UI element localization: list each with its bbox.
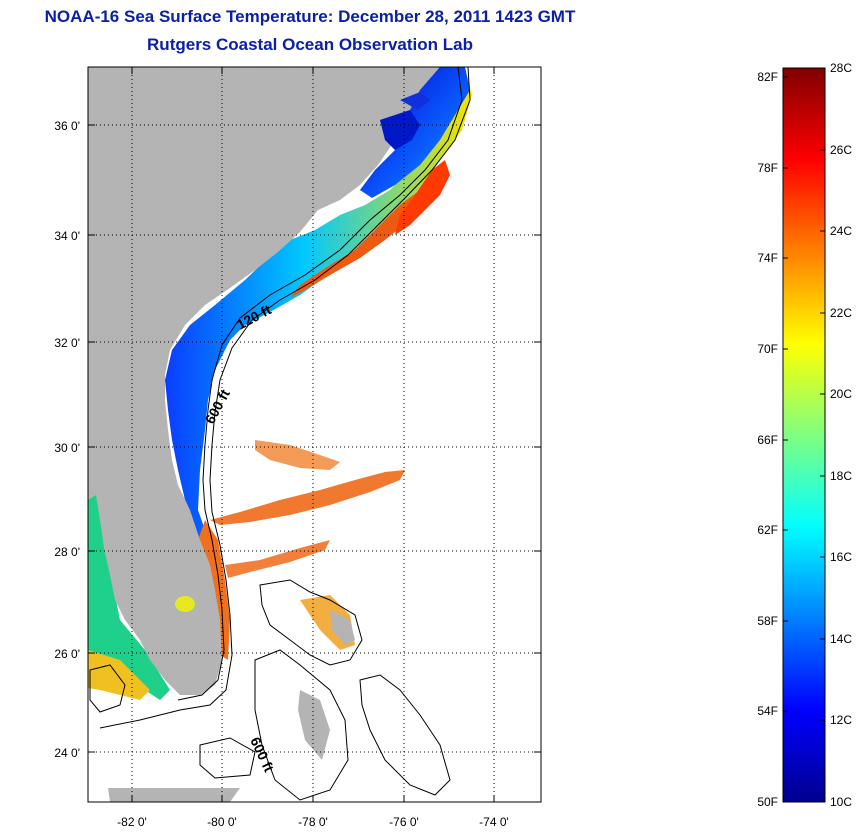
map-subtitle: Rutgers Coastal Ocean Observation Lab bbox=[147, 35, 473, 54]
lon-label-82: -82 0' bbox=[117, 815, 147, 829]
colorbar-label-70f: 70F bbox=[757, 342, 778, 356]
lat-label-26: 26 0' bbox=[54, 647, 80, 661]
colorbar-label-12c: 12C bbox=[830, 713, 852, 727]
andros-island bbox=[298, 690, 330, 760]
colorbar-label-14c: 14C bbox=[830, 632, 852, 646]
map-title: NOAA-16 Sea Surface Temperature: Decembe… bbox=[44, 7, 576, 26]
abaco-island bbox=[330, 610, 355, 645]
colorbar-label-50f: 50F bbox=[757, 795, 778, 809]
colorbar-label-82f: 82F bbox=[757, 70, 778, 84]
map-frame bbox=[87, 66, 542, 803]
offshore-warm-patch-south bbox=[225, 540, 330, 578]
colorbar-label-18c: 18C bbox=[830, 469, 852, 483]
colorbar-label-28c: 28C bbox=[830, 61, 852, 75]
lat-label-32: 32 0' bbox=[54, 336, 80, 350]
colorbar-label-78f: 78F bbox=[757, 161, 778, 175]
albemarle-sound bbox=[400, 92, 430, 110]
bahamas-bank-contour-north bbox=[259, 579, 363, 666]
bahamas-bank-contour-south bbox=[254, 649, 349, 801]
colorbar-c-ticks bbox=[820, 149, 825, 721]
lon-label-74: -74 0' bbox=[479, 815, 509, 829]
florida-keys-contour bbox=[89, 664, 126, 713]
lon-label-78: -78 0' bbox=[298, 815, 328, 829]
lon-label-76: -76 0' bbox=[389, 815, 419, 829]
cuba-land bbox=[108, 788, 240, 802]
colorbar-label-58f: 58F bbox=[757, 614, 778, 628]
lake-okeechobee bbox=[175, 596, 195, 612]
gulf-sst-warm-area bbox=[88, 650, 150, 700]
map-tick-marks bbox=[88, 67, 541, 802]
map-grid bbox=[88, 67, 541, 802]
gulf-sst-area bbox=[88, 490, 170, 700]
lat-label-36: 36 0' bbox=[54, 119, 80, 133]
colorbar-label-24c: 24C bbox=[830, 224, 852, 238]
bahamas-bank-contour-east bbox=[359, 674, 451, 796]
colorbar-label-16c: 16C bbox=[830, 550, 852, 564]
offshore-warm-plume bbox=[210, 470, 405, 525]
lat-label-28: 28 0' bbox=[54, 545, 80, 559]
lat-label-34: 34 0' bbox=[54, 229, 80, 243]
colorbar-label-10c: 10C bbox=[830, 795, 852, 809]
colorbar-label-62f: 62F bbox=[757, 523, 778, 537]
lat-label-24: 24 0' bbox=[54, 746, 80, 760]
gulf-stream-edge bbox=[290, 180, 440, 298]
colorbar-frame bbox=[782, 67, 826, 803]
lon-label-80: -80 0' bbox=[207, 815, 237, 829]
us-southeast-land bbox=[88, 67, 440, 695]
colorbar-label-22c: 22C bbox=[830, 306, 852, 320]
colorbar-f-ticks bbox=[783, 76, 788, 712]
florida-panhandle-land bbox=[88, 490, 96, 500]
colorbar-label-20c: 20C bbox=[830, 387, 852, 401]
pamlico-sound bbox=[380, 110, 420, 150]
gulf-stream-core bbox=[395, 160, 450, 235]
colorbar-label-26c: 26C bbox=[830, 143, 852, 157]
shelf-sst-band bbox=[165, 67, 472, 560]
colorbar-label-74f: 74F bbox=[757, 251, 778, 265]
contour-120ft bbox=[177, 67, 463, 701]
cuba-shelf-contour bbox=[199, 737, 256, 779]
contour-600ft bbox=[99, 67, 471, 729]
colorbar-label-54f: 54F bbox=[757, 704, 778, 718]
lat-label-30: 30 0' bbox=[54, 441, 80, 455]
colorbar-label-66f: 66F bbox=[757, 433, 778, 447]
colorbar bbox=[783, 68, 825, 802]
